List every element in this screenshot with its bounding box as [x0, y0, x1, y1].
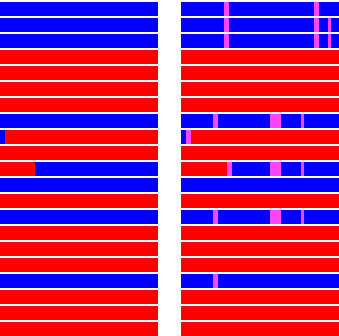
Bar [319, 2, 339, 16]
Bar [0, 194, 158, 208]
Bar [181, 306, 339, 320]
Bar [181, 258, 339, 272]
Bar [270, 162, 276, 176]
Bar [181, 290, 339, 304]
Bar [276, 162, 281, 176]
Bar [213, 210, 218, 224]
Bar [218, 114, 270, 128]
Bar [0, 18, 158, 32]
Bar [224, 18, 228, 32]
Bar [301, 210, 304, 224]
Bar [0, 322, 158, 336]
Bar [0, 146, 158, 160]
Bar [229, 2, 314, 16]
Bar [276, 114, 281, 128]
Bar [304, 162, 339, 176]
Bar [35, 162, 158, 176]
Bar [181, 114, 213, 128]
Bar [0, 98, 158, 112]
Bar [181, 34, 224, 48]
Bar [0, 258, 158, 272]
Bar [276, 210, 281, 224]
Bar [181, 162, 227, 176]
Bar [181, 18, 224, 32]
Bar [328, 34, 331, 48]
Bar [0, 2, 158, 16]
Bar [0, 130, 5, 144]
Bar [229, 34, 314, 48]
Bar [0, 114, 158, 128]
Bar [0, 210, 158, 224]
Bar [191, 130, 339, 144]
Bar [314, 18, 319, 32]
Bar [5, 130, 158, 144]
Bar [181, 178, 339, 192]
Bar [0, 242, 158, 256]
Bar [314, 2, 319, 16]
Bar [0, 178, 158, 192]
Bar [331, 34, 339, 48]
Bar [218, 210, 270, 224]
Bar [331, 18, 339, 32]
Bar [328, 18, 331, 32]
Bar [181, 50, 339, 64]
Bar [281, 114, 301, 128]
Bar [224, 2, 228, 16]
Bar [0, 226, 158, 240]
Bar [301, 162, 304, 176]
Bar [270, 210, 276, 224]
Bar [181, 2, 224, 16]
Bar [0, 306, 158, 320]
Bar [0, 162, 35, 176]
Bar [0, 274, 158, 288]
Bar [224, 34, 228, 48]
Bar [181, 130, 186, 144]
Bar [181, 66, 339, 80]
Bar [304, 210, 339, 224]
Bar [319, 34, 328, 48]
Bar [213, 274, 218, 288]
Bar [181, 98, 339, 112]
Bar [0, 82, 158, 96]
Bar [218, 274, 339, 288]
Bar [181, 274, 213, 288]
Bar [0, 50, 158, 64]
Bar [301, 114, 304, 128]
Bar [181, 226, 339, 240]
Bar [0, 290, 158, 304]
Bar [181, 146, 339, 160]
Bar [181, 322, 339, 336]
Bar [232, 162, 270, 176]
Bar [213, 114, 218, 128]
Bar [181, 82, 339, 96]
Bar [181, 210, 213, 224]
Bar [229, 18, 314, 32]
Bar [0, 66, 158, 80]
Bar [304, 114, 339, 128]
Bar [0, 34, 158, 48]
Bar [281, 210, 301, 224]
Bar [227, 162, 232, 176]
Bar [186, 130, 191, 144]
Bar [181, 194, 339, 208]
Bar [281, 162, 301, 176]
Bar [314, 34, 319, 48]
Bar [319, 18, 328, 32]
Bar [181, 242, 339, 256]
Bar [270, 114, 276, 128]
